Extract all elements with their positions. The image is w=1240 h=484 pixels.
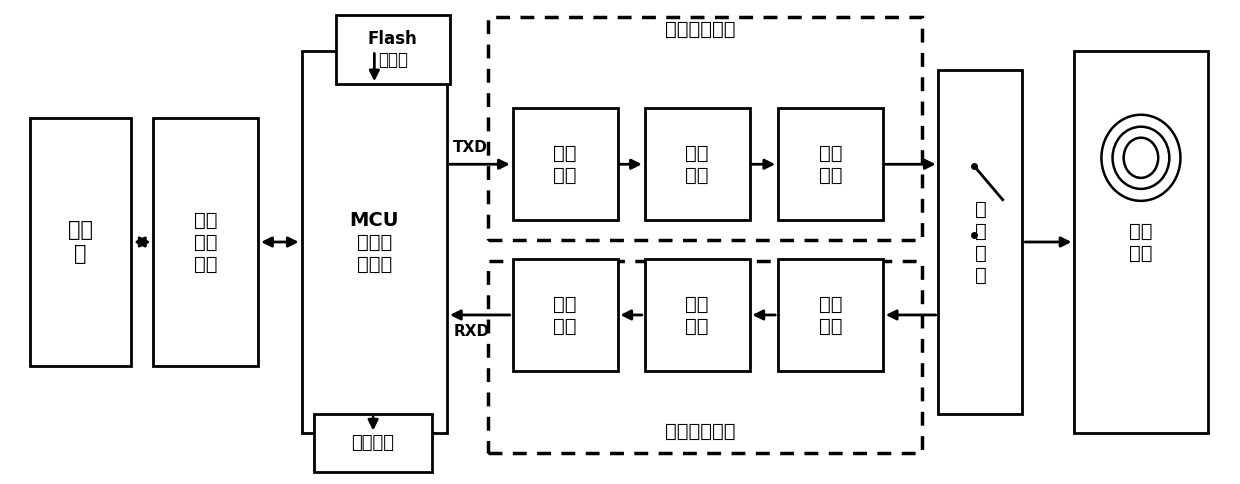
Bar [512,108,618,221]
Text: RXD: RXD [454,324,490,339]
Text: TXD: TXD [454,140,489,155]
Bar [301,51,448,433]
Text: Flash
存储器: Flash 存储器 [368,30,418,69]
Text: 传感
器: 传感 器 [68,220,93,264]
Text: 阻抗
匹配: 阻抗 匹配 [818,144,842,185]
Text: 接收
滤波: 接收 滤波 [818,294,842,335]
Text: MCU
微处理
器芯片: MCU 微处理 器芯片 [350,211,399,273]
Text: 信号发送电路: 信号发送电路 [665,19,735,39]
Bar [777,108,883,221]
Bar [1074,51,1208,433]
Bar [512,259,618,371]
Bar [645,108,750,221]
Text: 信号
解调: 信号 解调 [553,294,577,335]
Text: 耦合
线圈: 耦合 线圈 [1130,222,1153,262]
Bar [487,17,923,240]
Bar [154,118,258,366]
Bar [777,259,883,371]
Text: 信号
放大: 信号 放大 [686,294,709,335]
Bar [487,261,923,453]
Text: 切
换
开
关: 切 换 开 关 [975,199,986,285]
Bar [645,259,750,371]
Text: 时钟芯片: 时钟芯片 [352,434,394,452]
Bar [336,15,450,84]
Bar [314,414,433,471]
Text: 信号接收电路: 信号接收电路 [665,422,735,440]
Text: 信号
调理
电路: 信号 调理 电路 [195,211,217,273]
Text: 功率
放大: 功率 放大 [686,144,709,185]
Bar [30,118,131,366]
Bar [939,70,1023,414]
Text: 信号
调制: 信号 调制 [553,144,577,185]
